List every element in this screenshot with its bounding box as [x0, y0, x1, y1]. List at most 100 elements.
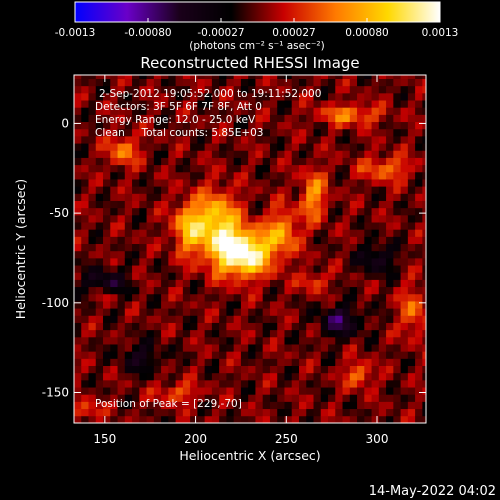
heatmap-pixel: [422, 236, 426, 245]
heatmap-pixel: [197, 250, 206, 259]
heatmap-pixel: [306, 365, 314, 374]
heatmap-pixel: [95, 315, 104, 323]
heatmap-pixel: [357, 250, 365, 259]
heatmap-pixel: [146, 315, 155, 323]
heatmap-pixel: [269, 272, 278, 280]
heatmap-pixel: [400, 250, 409, 259]
heatmap-pixel: [168, 179, 177, 187]
heatmap-pixel: [240, 250, 249, 259]
heatmap-pixel: [400, 193, 409, 201]
heatmap-pixel: [328, 214, 336, 223]
heatmap-pixel: [393, 92, 401, 101]
heatmap-pixel: [407, 336, 416, 345]
heatmap-pixel: [146, 301, 155, 309]
heatmap-pixel: [248, 128, 256, 137]
heatmap-pixel: [277, 75, 285, 79]
heatmap-pixel: [103, 408, 111, 417]
heatmap-pixel: [335, 257, 343, 266]
heatmap-pixel: [269, 308, 278, 316]
heatmap-pixel: [168, 214, 177, 223]
heatmap-pixel: [371, 415, 380, 423]
heatmap-pixel: [313, 315, 322, 323]
heatmap-pixel: [306, 78, 314, 87]
heatmap-pixel: [226, 250, 235, 259]
heatmap-pixel: [364, 214, 372, 223]
heatmap-pixel: [226, 75, 235, 79]
heatmap-pixel: [146, 121, 155, 130]
heatmap-pixel: [415, 351, 423, 359]
heatmap-pixel: [320, 179, 329, 187]
heatmap-pixel: [175, 171, 184, 180]
heatmap-pixel: [182, 301, 191, 309]
heatmap-pixel: [219, 229, 227, 237]
heatmap-pixel: [255, 408, 264, 417]
heatmap-pixel: [284, 394, 293, 402]
heatmap-pixel: [248, 272, 256, 280]
heatmap-pixel: [132, 387, 140, 395]
heatmap-pixel: [386, 92, 394, 101]
heatmap-pixel: [277, 229, 285, 237]
heatmap-pixel: [407, 107, 416, 115]
heatmap-pixel: [357, 128, 365, 137]
heatmap-pixel: [153, 222, 162, 230]
heatmap-pixel: [175, 229, 184, 237]
heatmap-pixel: [298, 200, 307, 209]
heatmap-pixel: [88, 344, 97, 352]
heatmap-pixel: [240, 394, 249, 402]
heatmap-pixel: [110, 257, 118, 266]
heatmap-pixel: [357, 257, 365, 266]
heatmap-pixel: [320, 315, 329, 323]
heatmap-pixel: [349, 229, 358, 237]
heatmap-pixel: [393, 150, 401, 158]
heatmap-pixel: [393, 344, 401, 352]
heatmap-pixel: [240, 401, 249, 410]
heatmap-pixel: [393, 193, 401, 201]
heatmap-pixel: [117, 315, 126, 323]
heatmap-pixel: [298, 236, 307, 245]
heatmap-pixel: [74, 222, 82, 230]
heatmap-pixel: [175, 329, 184, 338]
heatmap-pixel: [117, 322, 126, 331]
heatmap-pixel: [357, 85, 365, 94]
heatmap-pixel: [153, 308, 162, 316]
heatmap-pixel: [269, 351, 278, 359]
heatmap-pixel: [277, 157, 285, 166]
heatmap-pixel: [386, 265, 394, 273]
heatmap-pixel: [139, 257, 147, 266]
heatmap-pixel: [422, 279, 426, 288]
heatmap-pixel: [175, 186, 184, 194]
heatmap-pixel: [415, 100, 423, 108]
heatmap-pixel: [298, 358, 307, 366]
heatmap-pixel: [298, 372, 307, 381]
heatmap-pixel: [211, 85, 220, 94]
heatmap-pixel: [132, 379, 140, 388]
heatmap-pixel: [277, 92, 285, 101]
heatmap-pixel: [139, 379, 147, 388]
heatmap-pixel: [255, 200, 264, 209]
heatmap-pixel: [262, 186, 271, 194]
heatmap-pixel: [320, 250, 329, 259]
heatmap-pixel: [240, 207, 249, 216]
heatmap-pixel: [74, 365, 82, 374]
heatmap-pixel: [197, 179, 206, 187]
heatmap-pixel: [255, 75, 264, 79]
heatmap-pixel: [211, 279, 220, 288]
heatmap-pixel: [291, 415, 300, 423]
heatmap-pixel: [153, 107, 162, 115]
heatmap-pixel: [400, 379, 409, 388]
heatmap-pixel: [81, 243, 89, 252]
heatmap-pixel: [255, 336, 264, 345]
heatmap-pixel: [422, 372, 426, 381]
heatmap-pixel: [320, 171, 329, 180]
heatmap-pixel: [175, 293, 184, 302]
heatmap-pixel: [357, 179, 365, 187]
heatmap-pixel: [117, 243, 126, 252]
heatmap-pixel: [124, 171, 133, 180]
heatmap-pixel: [364, 401, 372, 410]
heatmap-pixel: [168, 308, 177, 316]
heatmap-pixel: [204, 394, 213, 402]
heatmap-pixel: [277, 222, 285, 230]
heatmap-pixel: [74, 243, 82, 252]
heatmap-pixel: [357, 143, 365, 151]
heatmap-pixel: [190, 351, 198, 359]
